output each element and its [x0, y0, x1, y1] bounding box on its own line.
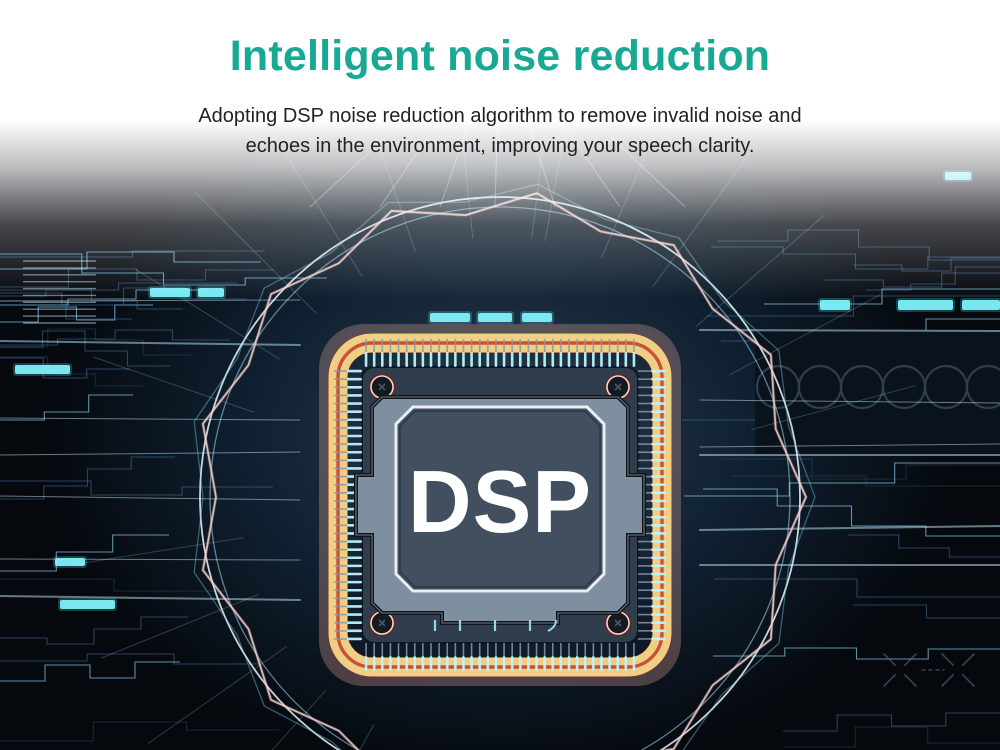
svg-text:DSP: DSP — [408, 452, 592, 551]
